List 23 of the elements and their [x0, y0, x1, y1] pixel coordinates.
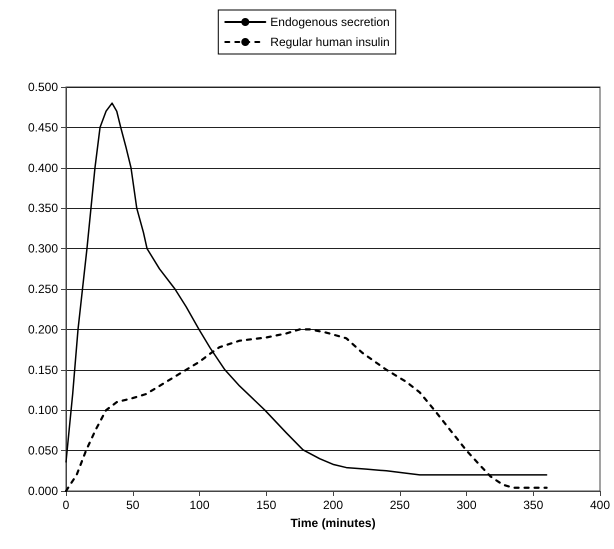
x-tick-label: 350 — [523, 498, 544, 512]
y-tick-label: 0.200 — [28, 322, 58, 336]
y-tick-label: 0.350 — [28, 201, 58, 216]
y-tick-label: 0.500 — [28, 80, 58, 94]
x-tick-label: 400 — [590, 498, 610, 512]
x-tick-label: 150 — [256, 498, 277, 512]
y-tick-label: 0.000 — [28, 484, 58, 498]
x-tick-label: 0 — [62, 498, 70, 512]
y-tick-label: 0.100 — [28, 403, 58, 418]
y-tick-label: 0.050 — [28, 444, 58, 458]
x-tick-label: 200 — [322, 498, 344, 512]
x-tick-label: 250 — [390, 498, 410, 512]
y-tick-label: 0.150 — [28, 362, 58, 377]
x-axis-title: Time (minutes) — [290, 516, 376, 530]
legend-label: Regular human insulin — [270, 35, 390, 49]
y-tick-label: 0.250 — [28, 282, 58, 296]
legend-label: Endogenous secretion — [270, 15, 390, 29]
y-tick-label: 0.300 — [28, 242, 58, 256]
y-tick-label: 0.450 — [28, 120, 58, 134]
y-tick-label: 0.400 — [28, 160, 58, 175]
x-tick-label: 100 — [189, 498, 210, 512]
x-tick-label: 300 — [456, 498, 477, 512]
x-tick-label: 50 — [126, 498, 140, 512]
